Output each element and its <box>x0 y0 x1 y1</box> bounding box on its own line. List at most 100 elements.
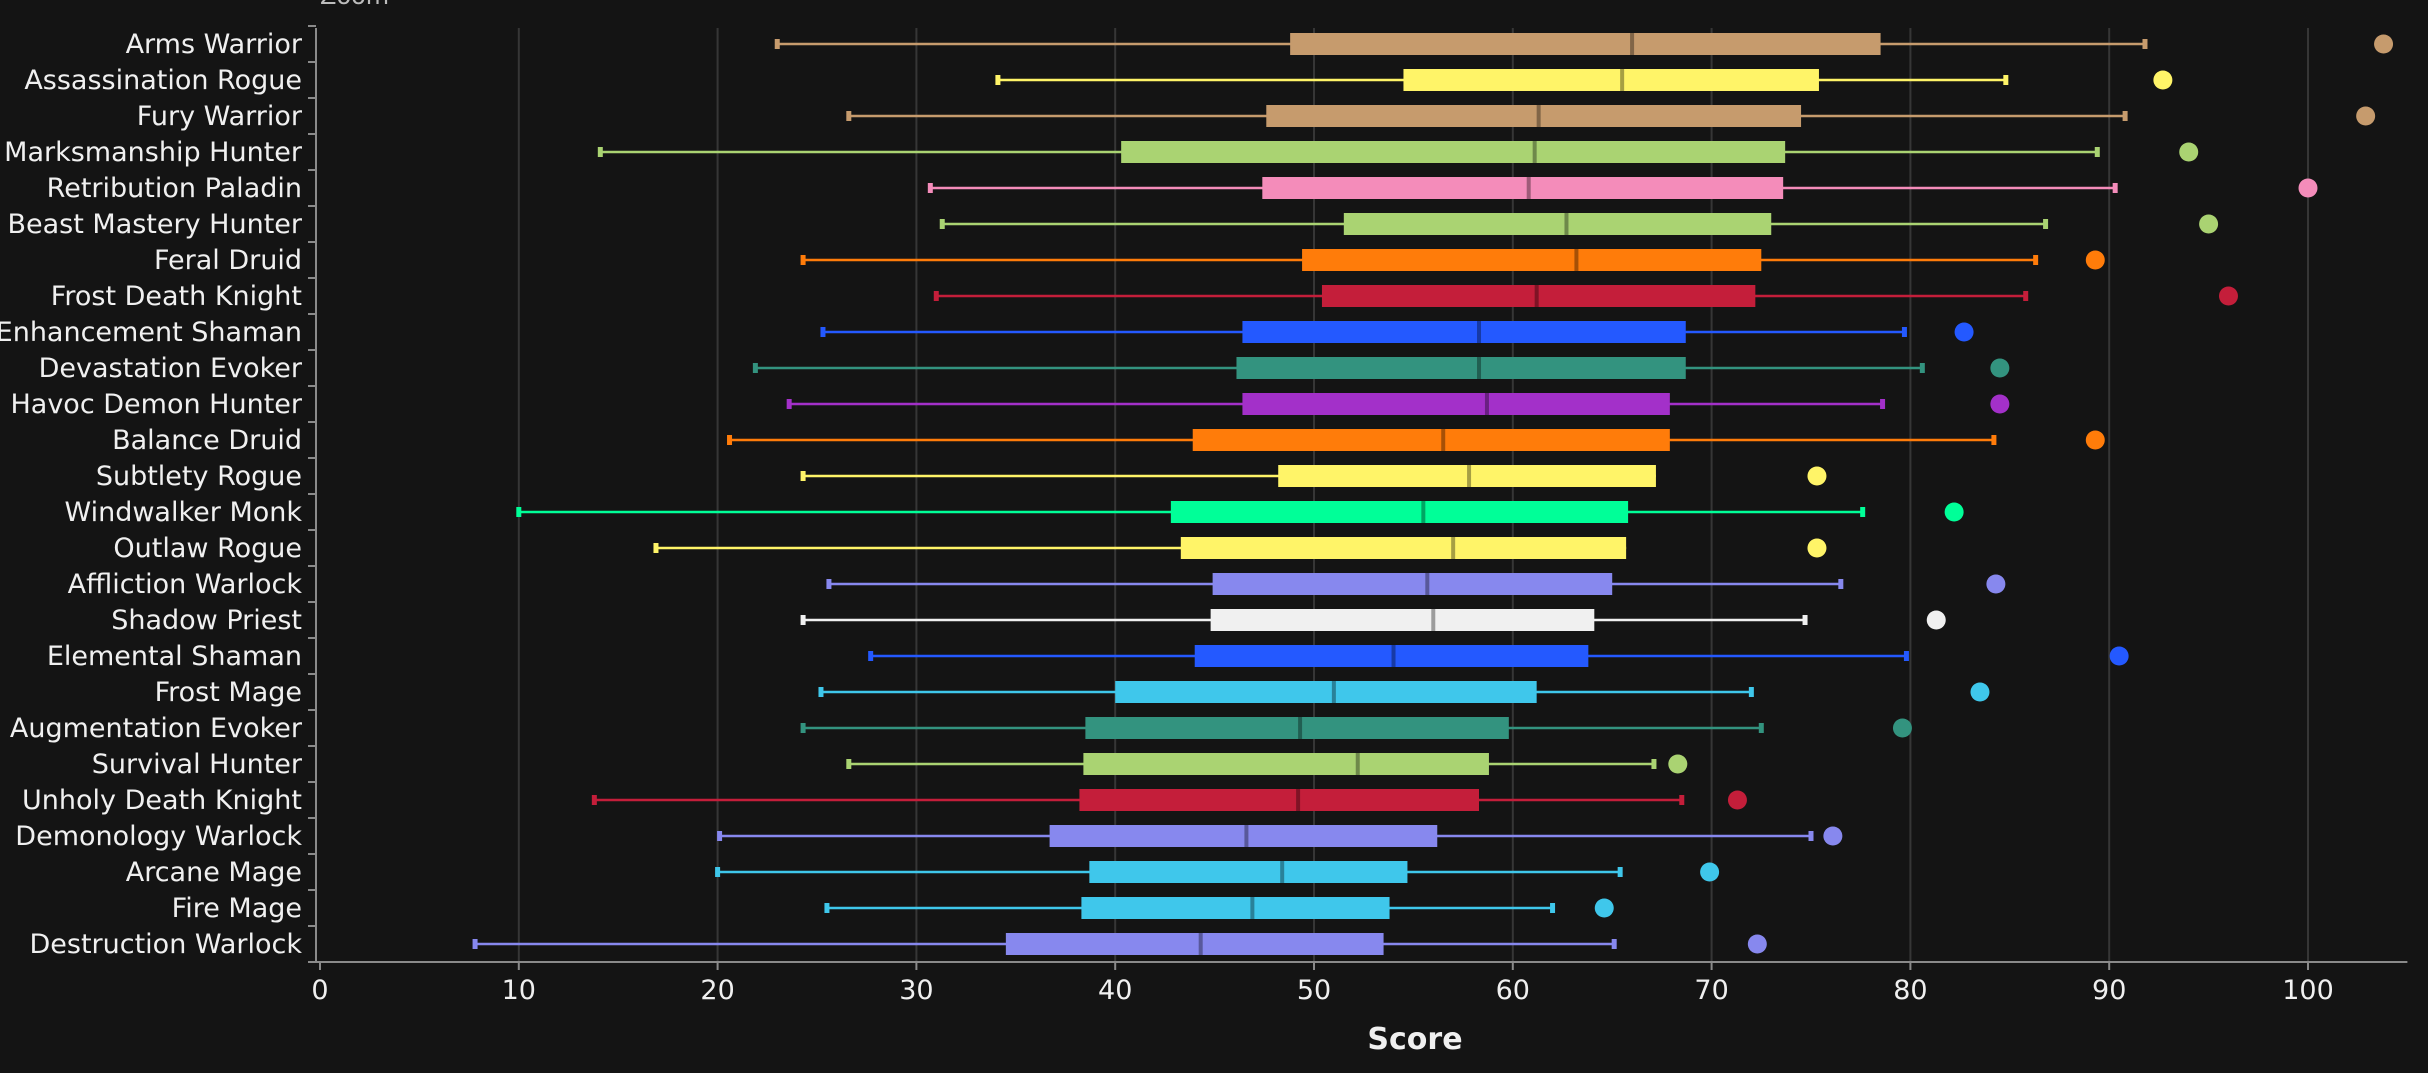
whisker-cap-max <box>1679 795 1685 805</box>
category-label: Destruction Warlock <box>29 929 302 960</box>
median-marker <box>1391 645 1396 667</box>
median-marker <box>1355 753 1360 775</box>
outlier-point <box>1954 322 1974 342</box>
outlier-point <box>1700 862 1720 882</box>
category-label: Havoc Demon Hunter <box>10 389 302 420</box>
median-marker <box>1620 69 1625 91</box>
outlier-point <box>1990 358 2010 378</box>
median-marker <box>1198 933 1203 955</box>
x-tick-label: 0 <box>311 975 328 1006</box>
whisker-cap-max <box>1617 867 1623 877</box>
category-label: Outlaw Rogue <box>113 533 302 564</box>
whisker-cap-min <box>472 939 478 949</box>
iqr-box <box>1089 861 1408 883</box>
whisker-cap-min <box>715 867 721 877</box>
box-row <box>927 177 2118 199</box>
whisker-cap-min <box>824 903 830 913</box>
iqr-box <box>1236 357 1686 379</box>
category-label: Shadow Priest <box>111 605 302 636</box>
whisker-cap-max <box>1748 687 1754 697</box>
outlier-point <box>2199 214 2219 234</box>
box-row <box>591 789 1685 811</box>
x-axis-title: Score <box>1367 1022 1462 1057</box>
whisker-cap-min <box>800 471 806 481</box>
median-marker <box>1484 393 1489 415</box>
category-label: Feral Druid <box>154 245 302 276</box>
box-row <box>653 537 1627 559</box>
median-marker <box>1296 789 1301 811</box>
whisker-cap-max <box>2142 39 2148 49</box>
outlier-point <box>1668 754 1688 774</box>
iqr-box <box>1083 753 1489 775</box>
whisker-cap-max <box>1838 579 1844 589</box>
outlier-point <box>2109 646 2129 666</box>
whisker-cap-max <box>1758 723 1764 733</box>
outlier-point <box>1892 718 1912 738</box>
box-row <box>824 897 1556 919</box>
outlier-point <box>1926 610 1946 630</box>
whisker-cap-max <box>2043 219 2049 229</box>
category-label: Enhancement Shaman <box>0 317 302 348</box>
iqr-box <box>1262 177 1784 199</box>
whisker-cap-min <box>868 651 874 661</box>
category-label: Balance Druid <box>112 425 302 456</box>
whisker-cap-min <box>800 255 806 265</box>
x-tick-label: 70 <box>1694 975 1728 1006</box>
whisker-cap-min <box>591 795 597 805</box>
box-row <box>800 717 1764 739</box>
outlier-point <box>2179 142 2199 162</box>
whisker-cap-max <box>2094 147 2100 157</box>
box-row <box>820 321 1907 343</box>
x-tick-label: 90 <box>2092 975 2126 1006</box>
outlier-point <box>1944 502 1964 522</box>
whisker-cap-min <box>826 579 832 589</box>
x-tick-label: 80 <box>1893 975 1927 1006</box>
iqr-box <box>1049 825 1438 847</box>
category-label: Frost Mage <box>155 677 302 708</box>
whisker-cap-max <box>1651 759 1657 769</box>
median-marker <box>1280 861 1285 883</box>
whisker-cap-min <box>653 543 659 553</box>
box-row <box>995 69 2009 91</box>
outlier-point <box>2356 106 2376 126</box>
outlier-point <box>2218 286 2238 306</box>
whisker-cap-min <box>752 363 758 373</box>
median-marker <box>1331 681 1336 703</box>
outlier-point <box>1747 934 1767 954</box>
whisker-cap-min <box>597 147 603 157</box>
median-marker <box>1630 33 1635 55</box>
iqr-box <box>1321 285 1756 307</box>
category-label: Frost Death Knight <box>51 281 302 312</box>
median-marker <box>1532 141 1537 163</box>
category-label: Arms Warrior <box>126 29 303 60</box>
iqr-box <box>1079 789 1480 811</box>
x-tick-label: 60 <box>1496 975 1530 1006</box>
category-label: Fire Mage <box>172 893 302 924</box>
whisker-cap-max <box>2122 111 2128 121</box>
outlier-point <box>2298 178 2318 198</box>
category-label: Subtlety Rogue <box>96 461 302 492</box>
category-label: Beast Mastery Hunter <box>7 209 302 240</box>
category-label: Marksmanship Hunter <box>4 137 303 168</box>
whisker-cap-max <box>1991 435 1997 445</box>
top-partial-text: Zoom <box>320 0 389 10</box>
iqr-box <box>1242 393 1670 415</box>
whisker-cap-max <box>2003 75 2009 85</box>
whisker-cap-min <box>774 39 780 49</box>
category-label: Affliction Warlock <box>68 569 303 600</box>
whisker-cap-max <box>1880 399 1886 409</box>
boxes <box>472 33 2148 955</box>
axes: 0 10 20 30 40 50 60 70 80 90 100 <box>308 25 2408 1006</box>
box-row <box>800 465 1656 487</box>
iqr-box <box>1081 897 1390 919</box>
category-label: Devastation Evoker <box>39 353 303 384</box>
iqr-box <box>1403 69 1819 91</box>
whisker-cap-max <box>1860 507 1866 517</box>
category-label: Augmentation Evoker <box>10 713 303 744</box>
box-row <box>939 213 2049 235</box>
whisker-cap-max <box>1901 327 1907 337</box>
whisker-cap-min <box>800 615 806 625</box>
median-marker <box>1441 429 1446 451</box>
box-row <box>846 105 2128 127</box>
category-label: Windwalker Monk <box>64 497 302 528</box>
